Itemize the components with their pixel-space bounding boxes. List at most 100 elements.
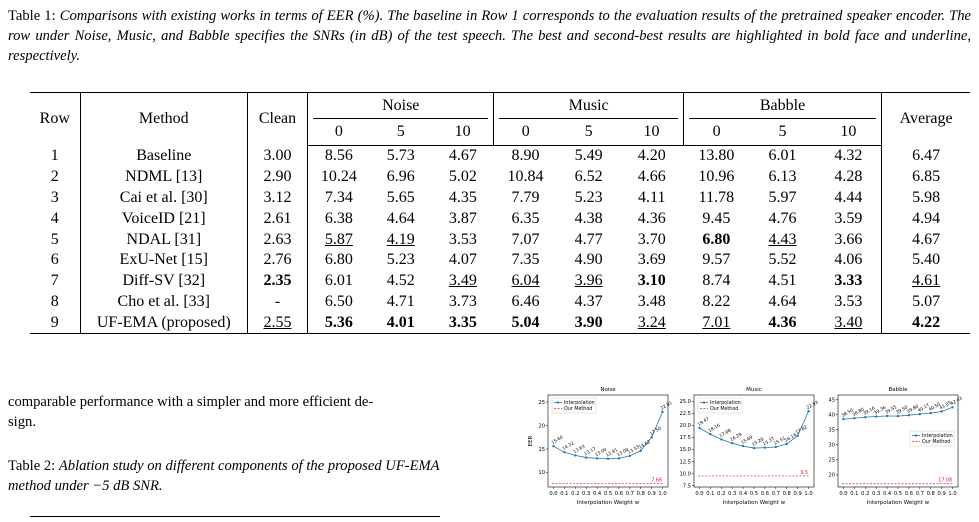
table-cell: 4.43: [768, 230, 797, 248]
table-cell: NDML [13]: [80, 166, 248, 188]
table-cell: 4.94: [912, 209, 941, 227]
value-label: 41.05: [939, 400, 953, 412]
table-cell: 5.23: [386, 251, 415, 269]
group-name: Babble: [688, 93, 877, 119]
legend-label: Interpolation: [710, 400, 741, 406]
caption-text: Ablation study on different components o…: [8, 458, 440, 494]
x-tick-label: 1.0: [804, 491, 812, 497]
snr-header: 0: [493, 119, 558, 146]
y-tick-label: 20: [828, 473, 835, 479]
x-axis-label: Interpolation Weight w: [577, 500, 640, 506]
point: [774, 445, 778, 449]
x-tick-label: 1.0: [658, 491, 666, 497]
y-tick-label: 10: [538, 470, 545, 476]
point: [929, 411, 932, 415]
header-row: Row Method Clean Noise Music Babble Average: [30, 92, 970, 146]
point: [574, 454, 577, 457]
y-tick-label: 15: [538, 447, 545, 453]
x-tick-label: 0.0: [549, 491, 557, 497]
table-cell: 7.34: [324, 188, 353, 206]
table-cell: VoiceID [21]: [80, 208, 248, 230]
value-label: 39.80: [906, 403, 920, 415]
x-tick-label: 0.4: [883, 491, 892, 497]
table-cell: 3.90: [574, 313, 603, 331]
value-label: 15.28: [751, 436, 765, 448]
point: [720, 438, 723, 441]
value-label: 22.93: [806, 399, 820, 411]
table-cell: 6.85: [912, 168, 941, 186]
reference-label: 7.66: [651, 477, 662, 483]
table-cell: 4.61: [912, 272, 941, 290]
results-table: Row Method Clean Noise Music Babble Average 0 5 1…: [30, 92, 970, 335]
value-label: 42.43: [950, 395, 964, 407]
table-cell: 4.66: [637, 168, 666, 186]
table-cell: 6: [30, 249, 81, 271]
caption-label: Table 2:: [8, 458, 56, 474]
table-cell: Diff-SV [32]: [80, 270, 248, 292]
table-cell: 6.38: [324, 209, 353, 227]
table-cell: 2: [30, 166, 81, 188]
point: [853, 417, 856, 420]
table-cell: 4.67: [448, 147, 477, 165]
value-label: 13.63: [572, 444, 586, 456]
x-tick-label: 0.9: [794, 491, 802, 497]
table-cell: 11.78: [698, 188, 735, 206]
point: [563, 450, 566, 454]
table-cell: 6.80: [324, 251, 353, 269]
table-cell: 3.53: [448, 230, 477, 248]
legend-marker: [556, 401, 560, 404]
table-cell: 5.23: [574, 188, 603, 206]
table-cell: 4.22: [912, 313, 941, 331]
x-axis-label: Interpolation Weight w: [723, 500, 786, 506]
group-header: Babble: [683, 92, 883, 119]
legend-box: [697, 397, 743, 414]
table-cell: 6.50: [324, 292, 353, 310]
table-cell: 3.49: [448, 272, 477, 290]
table-cell: 2.35: [247, 270, 309, 292]
table-cell: ExU-Net [15]: [80, 249, 248, 271]
table-cell: -: [247, 291, 309, 313]
x-tick-label: 0.0: [695, 491, 703, 497]
table-cell: 5.97: [768, 188, 797, 206]
table-cell: 6.35: [511, 209, 540, 227]
table-cell: 4.76: [768, 209, 797, 227]
y-tick-label: 45: [828, 397, 835, 403]
value-label: 39.55: [884, 404, 898, 416]
table-cell: 6.47: [912, 147, 941, 165]
point: [639, 449, 642, 452]
point: [796, 434, 799, 438]
point: [907, 414, 911, 417]
point: [951, 406, 954, 409]
x-tick-label: 0.3: [728, 491, 736, 497]
y-tick-label: 25.0: [679, 399, 691, 405]
y-tick-label: 20: [538, 423, 545, 429]
table-cell: 7.07: [511, 230, 540, 248]
header-cell: Row: [30, 92, 81, 146]
value-label: 22.91: [660, 400, 674, 412]
table-cell: 5.49: [574, 147, 603, 165]
point: [595, 457, 599, 460]
table-cell: 10.96: [698, 168, 735, 186]
x-tick-label: 0.0: [839, 491, 847, 497]
legend-box: [909, 430, 955, 447]
table-cell: 3.69: [637, 251, 666, 269]
snr-header: 10: [815, 119, 883, 146]
table-row: 1 Baseline 3.00 8.56 5.73 4.67 8.90 5.49 4.20 13.…: [30, 145, 970, 167]
table2-top-rule: [30, 516, 440, 517]
value-label: 38.50: [840, 407, 854, 419]
table-row: 5 NDAL [31] 2.63 5.87 4.19 3.53 7.07 4.77 3.70 6.…: [30, 229, 970, 250]
point: [606, 457, 610, 460]
table-cell: 4.32: [815, 145, 883, 167]
x-tick-label: 1.0: [948, 491, 956, 497]
value-label: 40.50: [928, 401, 942, 413]
table-cell: 5.73: [386, 147, 415, 165]
table-cell: Cai et al. [30]: [80, 187, 248, 209]
table-cell: 3.00: [247, 145, 309, 167]
x-tick-label: 0.7: [772, 491, 780, 497]
table-cell: Baseline: [80, 145, 248, 167]
table-cell: 3.59: [815, 208, 883, 230]
body-line: comparable performance with a simpler an…: [8, 394, 374, 410]
group-name: Music: [499, 93, 678, 119]
value-label: 16.14: [784, 432, 798, 444]
